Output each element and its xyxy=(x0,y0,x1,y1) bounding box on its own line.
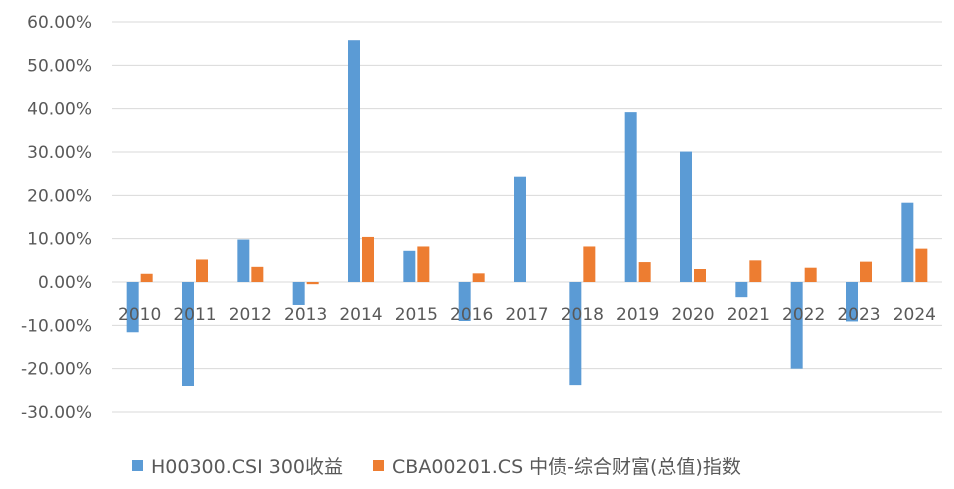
bar-series-2-2024 xyxy=(915,248,928,282)
bar-series-2-2014 xyxy=(362,236,374,282)
bar-series-1-2022 xyxy=(790,282,803,369)
x-tick-label: 2011 xyxy=(173,305,216,325)
y-tick-label: 60.00% xyxy=(27,13,92,33)
bar-series-1-2024 xyxy=(901,202,914,282)
y-tick-label: 40.00% xyxy=(27,100,92,120)
x-tick-label: 2021 xyxy=(727,305,770,325)
bar-series-1-2012 xyxy=(237,239,250,282)
x-tick-label: 2017 xyxy=(505,305,548,325)
bar-series-2-2021 xyxy=(749,260,762,282)
legend: H00300.CSI 300收益 CBA00201.CS 中债-综合财富(总值)… xyxy=(132,452,741,479)
bar-series-1-2023 xyxy=(846,282,858,322)
bar-series-2-2010 xyxy=(140,273,153,282)
bar-series-1-2013 xyxy=(292,282,305,305)
bar-series-1-2011 xyxy=(182,282,194,386)
x-tick-label: 2016 xyxy=(450,305,493,325)
bar-series-2-2022 xyxy=(804,267,817,282)
bar-series-2-2016 xyxy=(472,273,485,282)
legend-item-series-1: H00300.CSI 300收益 xyxy=(132,452,343,479)
bar-series-1-2015 xyxy=(403,250,416,282)
bar-series-1-2010 xyxy=(126,282,139,333)
y-tick-label: 20.00% xyxy=(27,186,92,206)
x-tick-label: 2014 xyxy=(339,305,382,325)
y-tick-label: 50.00% xyxy=(27,56,92,76)
legend-swatch-series-2 xyxy=(373,460,385,471)
bar-series-1-2016 xyxy=(458,282,471,321)
bar-series-1-2018 xyxy=(569,282,582,386)
gridlines xyxy=(112,21,942,413)
bar-series-1-2017 xyxy=(514,176,526,282)
x-tick-label: 2012 xyxy=(229,305,272,325)
bar-series-1-2021 xyxy=(735,282,748,298)
y-tick-label: 10.00% xyxy=(27,230,92,250)
bar-series-1-2019 xyxy=(624,112,637,282)
x-tick-label: 2023 xyxy=(837,305,880,325)
x-tick-label: 2015 xyxy=(395,305,438,325)
bars xyxy=(126,40,928,386)
bar-series-2-2023 xyxy=(860,261,872,282)
legend-swatch-series-1 xyxy=(132,460,143,471)
y-tick-label: -10.00% xyxy=(21,316,92,336)
bar-chart: -30.00% -20.00% -10.00% 0.00% 10.00% 20.00% 30… xyxy=(21,13,942,423)
legend-label-series-2: CBA00201.CS 中债-综合财富(总值)指数 xyxy=(392,456,741,478)
bar-series-2-2018 xyxy=(583,246,596,282)
legend-item-series-2: CBA00201.CS 中债-综合财富(总值)指数 xyxy=(373,452,741,479)
y-tick-label: -20.00% xyxy=(21,360,92,380)
x-axis-ticks: 2010 2011 2012 2013 2014 2015 2016 2017 2018 2019… xyxy=(118,305,936,325)
legend-label-series-1: H00300.CSI 300收益 xyxy=(151,456,344,478)
y-tick-label: 30.00% xyxy=(27,143,92,163)
x-tick-label: 2020 xyxy=(671,305,714,325)
bar-series-2-2012 xyxy=(251,266,264,282)
x-tick-label: 2019 xyxy=(616,305,659,325)
x-tick-label: 2022 xyxy=(782,305,825,325)
y-tick-label: 0.00% xyxy=(38,273,92,293)
x-tick-label: 2018 xyxy=(561,305,604,325)
x-tick-label: 2013 xyxy=(284,305,327,325)
bar-series-2-2013 xyxy=(306,282,319,285)
bar-series-2-2015 xyxy=(417,246,430,282)
y-tick-label: -30.00% xyxy=(21,403,92,423)
bar-series-2-2011 xyxy=(196,259,208,282)
bar-series-2-2019 xyxy=(638,262,651,282)
bar-series-2-2020 xyxy=(694,269,706,282)
bar-series-1-2014 xyxy=(348,40,360,283)
y-axis-ticks: -30.00% -20.00% -10.00% 0.00% 10.00% 20.00% 30… xyxy=(21,13,92,423)
bar-series-1-2020 xyxy=(680,151,692,282)
x-tick-label: 2010 xyxy=(118,305,161,325)
x-tick-label: 2024 xyxy=(893,305,936,325)
